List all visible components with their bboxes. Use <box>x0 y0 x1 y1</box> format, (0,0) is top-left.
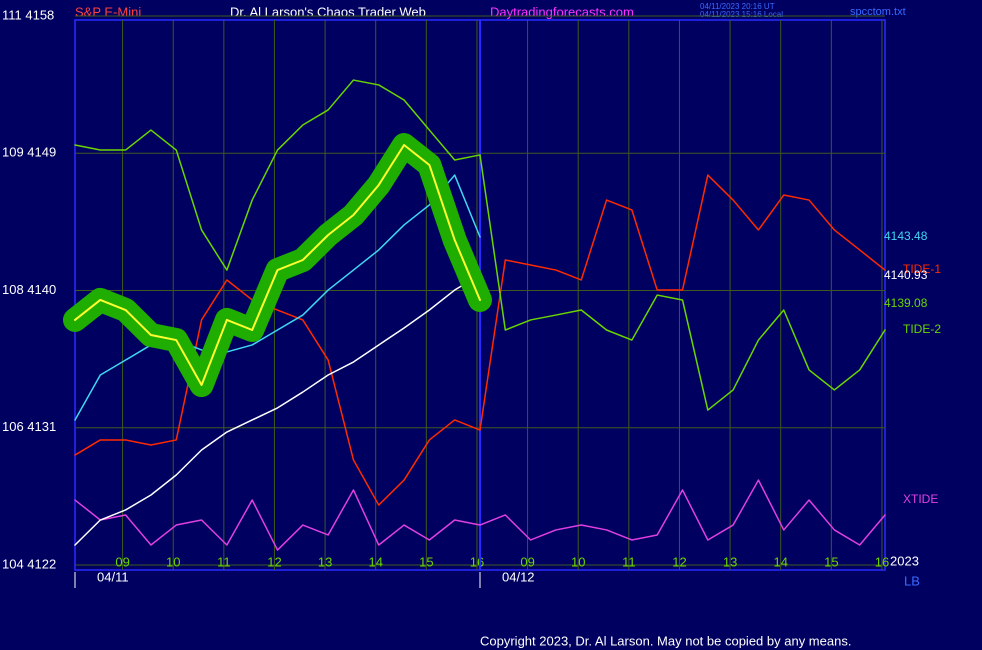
y-tick-label: 106 4131 <box>2 419 56 434</box>
x-tick-label: 12 <box>267 554 281 569</box>
series-line <box>74 79 886 411</box>
x-tick-label: 12 <box>672 554 686 569</box>
x-tick-label: 15 <box>419 554 433 569</box>
y-tick-label: 109 4149 <box>2 145 56 160</box>
x-tick-label: 14 <box>773 554 787 569</box>
x-tick-label: 09 <box>520 554 534 569</box>
timestamp: 04/11/2023 20:16 UT <box>700 2 775 11</box>
file-name: spcctom.txt <box>850 6 906 18</box>
x-tick-label: 11 <box>217 554 231 569</box>
x-tick-label: 14 <box>368 554 382 569</box>
corner-label: LB <box>904 573 920 588</box>
copyright: Copyright 2023, Dr. Al Larson. May not b… <box>480 633 851 648</box>
chart-title: Dr. Al Larson's Chaos Trader Web <box>230 4 426 19</box>
series-name: TIDE-2 <box>903 322 941 336</box>
x-tick-label: 16 <box>470 554 484 569</box>
series-name: XTIDE <box>903 492 938 506</box>
year: 2023 <box>890 553 919 568</box>
y-tick-label: 108 4140 <box>2 282 56 297</box>
last-value: 4139.08 <box>884 296 928 310</box>
series-line <box>74 274 481 546</box>
x-tick-label: 09 <box>115 554 129 569</box>
series-name: TIDE-1 <box>903 262 941 276</box>
series-line <box>74 479 886 551</box>
x-tick-label: 16 <box>875 554 889 569</box>
site: Daytradingforecasts.com <box>490 4 634 19</box>
date-label: 04/11 <box>97 569 129 584</box>
timestamp: 04/11/2023 15:16 Local <box>700 10 783 19</box>
series-line <box>74 174 886 506</box>
series-line <box>74 174 481 421</box>
last-value: 4140.93 <box>884 268 928 282</box>
y-tick-label: 111 4158 <box>2 7 54 22</box>
x-tick-label: 15 <box>824 554 838 569</box>
last-value: 4143.48 <box>884 229 928 243</box>
x-tick-label: 10 <box>571 554 585 569</box>
x-tick-label: 10 <box>166 554 180 569</box>
y-tick-label: 104 4122 <box>2 556 56 571</box>
symbol: S&P E-Mini <box>75 4 141 19</box>
x-tick-label: 13 <box>318 554 332 569</box>
x-tick-label: 13 <box>723 554 737 569</box>
x-tick-label: 11 <box>622 554 636 569</box>
date-label: 04/12 <box>502 569 535 584</box>
series-line <box>74 144 481 387</box>
